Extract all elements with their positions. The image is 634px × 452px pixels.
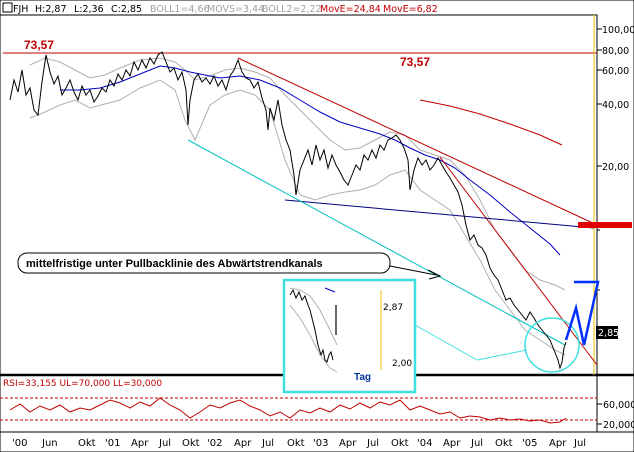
x-tick-label: Okt [391,438,409,449]
x-axis: '00 Jun Okt '01 Apr Jul Okt '02 Apr Jul … [12,438,586,449]
close-value: C:2,85 [111,4,142,15]
x-tick-label: '04 [417,438,432,449]
x-tick-label: Jul [158,438,171,449]
inset-high-label: 2,87 [383,303,403,313]
boll1-label: BOLL1=4,66 [150,4,210,15]
bollinger-upper-band [29,57,566,291]
rsi-pane: RSI=33,155 UL=70,000 LL=30,000 60,000 20… [0,379,634,431]
boll2-label: BOLL2=2,22 [262,4,322,15]
high-label-left: 73,57 [24,38,54,52]
x-tick-label: '03 [313,438,328,449]
price-line [9,51,567,370]
y-tick-label: 60,00 [602,66,629,77]
callout-box [17,252,391,274]
y-tick-label: 40,00 [602,100,629,111]
x-tick-label: Okt [287,438,305,449]
trend-line-upper [237,57,598,226]
support-marker [578,222,632,228]
movs-label: MOVS=3,44 [207,4,264,15]
x-tick-label: '05 [522,438,537,449]
move-long-label: MovE=24,84 [320,4,381,15]
moving-average-red [419,99,563,146]
x-tick-label: Jul [470,438,483,449]
x-tick-label: Apr [131,438,149,449]
projection-arrow [564,280,600,346]
x-tick-label: Jul [366,438,379,449]
rsi-tick-label: 20,000 [603,420,634,431]
x-tick-label: Okt [78,438,96,449]
x-tick-label: Apr [339,438,357,449]
rsi-label: RSI=33,155 UL=70,000 LL=30,000 [3,379,162,389]
x-tick-label: Jul [261,438,274,449]
last-price-label: 2,85 [598,328,619,339]
symbol-label: FJH [13,4,28,15]
y-tick-label: 20,00 [602,162,629,173]
bollinger-lower-band [29,79,566,356]
rsi-tick-label: 60,000 [603,400,634,411]
x-tick-label: Apr [549,438,567,449]
x-tick-label: Jun [41,438,58,449]
inset-low-label: 2,00 [392,359,412,369]
trend-line-lower [439,156,598,366]
last-price-box [596,326,618,339]
x-tick-label: Okt [495,438,513,449]
x-tick-label: Okt [182,438,200,449]
highlight-circle [524,317,580,373]
channel-line [187,139,566,346]
x-tick-label: '01 [105,438,120,449]
moving-average-blue [60,65,561,256]
x-tick-label: Apr [234,438,252,449]
chart-header: FJH H:2,87 L:2,36 C:2,85 BOLL1=4,66 MOVS… [2,2,438,15]
move-short-label: MovE=6,82 [383,4,438,15]
y-axis: 100,00 80,00 60,00 40,00 20,00 [597,25,634,291]
high-value: H:2,87 [35,4,67,15]
rsi-line [9,397,567,424]
inset-daily-chart: 2,87 2,00 Tag [282,278,417,394]
x-tick-label: Apr [443,438,461,449]
y-tick-label: 80,00 [602,46,629,57]
high-label-right: 73,57 [400,55,430,69]
x-tick-label: Jul [573,438,586,449]
x-tick-label: '02 [207,438,222,449]
x-tick-label: '00 [12,438,27,449]
y-tick-label: 100,00 [602,25,634,36]
low-value: L:2,36 [74,4,104,15]
callout-text: mittelfristige unter Pullbacklinie des A… [26,258,323,270]
inset-tag-label: Tag [354,372,371,383]
support-line [284,199,595,229]
